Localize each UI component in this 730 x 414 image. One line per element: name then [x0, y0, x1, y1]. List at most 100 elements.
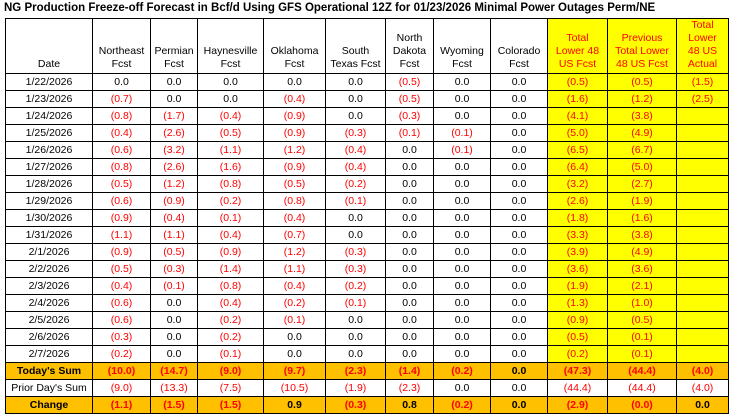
value-cell[interactable]: (1.2): [607, 90, 677, 108]
value-cell[interactable]: (1.0): [607, 294, 677, 312]
value-cell[interactable]: (44.4): [607, 379, 677, 397]
value-cell[interactable]: 0.0: [325, 311, 386, 329]
value-cell[interactable]: (0.3): [150, 260, 198, 278]
value-cell[interactable]: 0.0: [433, 243, 491, 261]
value-cell[interactable]: 0.0: [263, 73, 326, 91]
value-cell[interactable]: (2.6): [547, 192, 608, 210]
value-cell[interactable]: (0.5): [263, 175, 326, 193]
value-cell[interactable]: (1.6): [607, 209, 677, 227]
value-cell[interactable]: 0.0: [490, 209, 548, 227]
value-cell[interactable]: 0.0: [263, 345, 326, 363]
value-cell[interactable]: [676, 243, 729, 261]
value-cell[interactable]: (0.1): [607, 328, 677, 346]
value-cell[interactable]: (0.1): [607, 345, 677, 363]
value-cell[interactable]: (0.3): [325, 260, 386, 278]
value-cell[interactable]: 0.0: [490, 107, 548, 125]
value-cell[interactable]: (0.4): [263, 90, 326, 108]
value-cell[interactable]: (0.6): [92, 311, 151, 329]
value-cell[interactable]: 0.0: [325, 226, 386, 244]
value-cell[interactable]: (6.4): [547, 158, 608, 176]
value-cell[interactable]: (3.8): [607, 107, 677, 125]
value-cell[interactable]: (9.7): [263, 362, 326, 380]
value-cell[interactable]: 0.0: [385, 175, 434, 193]
value-cell[interactable]: (0.1): [433, 124, 491, 142]
value-cell[interactable]: 0.0: [92, 73, 151, 91]
value-cell[interactable]: (0.3): [325, 396, 386, 414]
value-cell[interactable]: 0.0: [385, 345, 434, 363]
value-cell[interactable]: (0.4): [263, 277, 326, 295]
value-cell[interactable]: (0.8): [197, 277, 264, 295]
value-cell[interactable]: (0.2): [433, 362, 491, 380]
row-label[interactable]: Change: [5, 396, 93, 414]
value-cell[interactable]: (0.9): [150, 192, 198, 210]
value-cell[interactable]: (0.5): [385, 73, 434, 91]
value-cell[interactable]: 0.0: [433, 90, 491, 108]
value-cell[interactable]: 0.0: [676, 396, 729, 414]
value-cell[interactable]: 0.0: [490, 379, 548, 397]
value-cell[interactable]: (1.9): [547, 277, 608, 295]
value-cell[interactable]: 0.0: [433, 73, 491, 91]
value-cell[interactable]: (1.2): [263, 243, 326, 261]
column-header[interactable]: Total Lower 48 US Actual: [676, 18, 729, 74]
value-cell[interactable]: (0.9): [92, 243, 151, 261]
value-cell[interactable]: (2.6): [150, 158, 198, 176]
value-cell[interactable]: (1.6): [197, 158, 264, 176]
row-label[interactable]: 2/7/2026: [5, 345, 93, 363]
value-cell[interactable]: (0.1): [150, 277, 198, 295]
value-cell[interactable]: [676, 311, 729, 329]
value-cell[interactable]: 0.0: [490, 362, 548, 380]
value-cell[interactable]: [676, 294, 729, 312]
row-label[interactable]: 2/5/2026: [5, 311, 93, 329]
row-label[interactable]: Today's Sum: [5, 362, 93, 380]
value-cell[interactable]: 0.0: [150, 311, 198, 329]
value-cell[interactable]: (1.1): [92, 226, 151, 244]
value-cell[interactable]: (0.4): [197, 107, 264, 125]
value-cell[interactable]: (1.1): [150, 226, 198, 244]
value-cell[interactable]: (1.5): [676, 73, 729, 91]
row-label[interactable]: 1/31/2026: [5, 226, 93, 244]
column-header[interactable]: Haynesville Fcst: [197, 18, 264, 74]
value-cell[interactable]: (5.0): [607, 158, 677, 176]
value-cell[interactable]: [676, 277, 729, 295]
value-cell[interactable]: 0.0: [490, 311, 548, 329]
value-cell[interactable]: 0.0: [433, 277, 491, 295]
value-cell[interactable]: (0.2): [92, 345, 151, 363]
value-cell[interactable]: (0.6): [92, 294, 151, 312]
row-label[interactable]: Prior Day's Sum: [5, 379, 93, 397]
value-cell[interactable]: (2.3): [325, 362, 386, 380]
value-cell[interactable]: (0.2): [433, 396, 491, 414]
value-cell[interactable]: (0.0): [607, 396, 677, 414]
value-cell[interactable]: (0.4): [92, 124, 151, 142]
value-cell[interactable]: (1.5): [197, 396, 264, 414]
value-cell[interactable]: (0.6): [92, 192, 151, 210]
value-cell[interactable]: (0.2): [325, 277, 386, 295]
value-cell[interactable]: (0.1): [197, 209, 264, 227]
value-cell[interactable]: 0.0: [150, 73, 198, 91]
value-cell[interactable]: (0.9): [263, 107, 326, 125]
value-cell[interactable]: 0.0: [385, 141, 434, 159]
value-cell[interactable]: 0.0: [433, 379, 491, 397]
row-label[interactable]: 1/29/2026: [5, 192, 93, 210]
value-cell[interactable]: (2.7): [607, 175, 677, 193]
value-cell[interactable]: 0.0: [433, 107, 491, 125]
value-cell[interactable]: (1.8): [547, 209, 608, 227]
value-cell[interactable]: (7.5): [197, 379, 264, 397]
value-cell[interactable]: (0.5): [92, 175, 151, 193]
value-cell[interactable]: (1.2): [150, 175, 198, 193]
value-cell[interactable]: 0.0: [325, 209, 386, 227]
value-cell[interactable]: 0.0: [433, 311, 491, 329]
value-cell[interactable]: 0.0: [490, 260, 548, 278]
value-cell[interactable]: (0.5): [92, 260, 151, 278]
value-cell[interactable]: (0.1): [263, 311, 326, 329]
value-cell[interactable]: (4.1): [547, 107, 608, 125]
value-cell[interactable]: 0.0: [433, 294, 491, 312]
value-cell[interactable]: (4.9): [607, 124, 677, 142]
value-cell[interactable]: 0.0: [433, 328, 491, 346]
value-cell[interactable]: (0.2): [547, 345, 608, 363]
value-cell[interactable]: (4.0): [676, 362, 729, 380]
value-cell[interactable]: 0.0: [325, 90, 386, 108]
row-label[interactable]: 2/3/2026: [5, 277, 93, 295]
value-cell[interactable]: 0.0: [197, 73, 264, 91]
column-header[interactable]: Northeast Fcst: [92, 18, 151, 74]
value-cell[interactable]: 0.0: [150, 294, 198, 312]
